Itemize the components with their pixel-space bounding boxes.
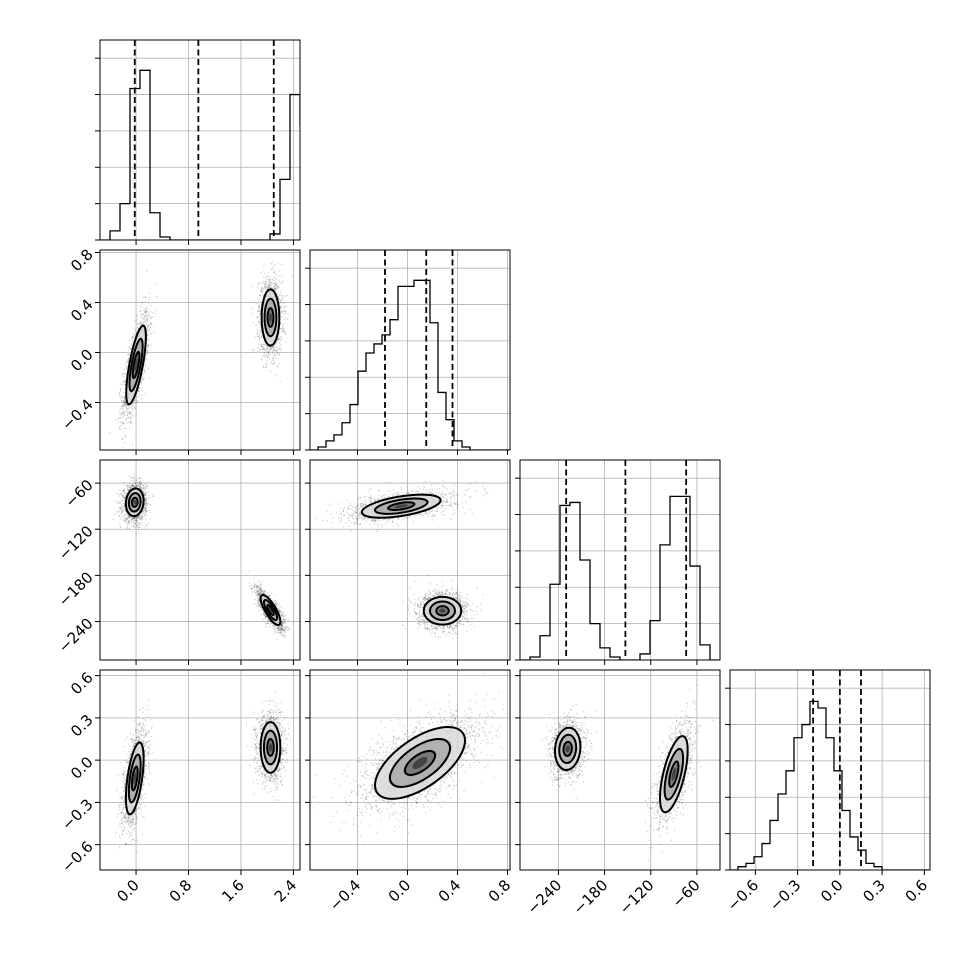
ytick-label-2-1: −180: [55, 568, 97, 610]
xtick-label-1-3: 0.8: [485, 876, 515, 906]
ytick-label-3-1: −0.3: [58, 795, 96, 833]
xtick-label-0-0: 0.0: [113, 876, 143, 906]
hist-panel-3: [725, 669, 931, 871]
contour-1-2-0-2: [360, 493, 442, 519]
contour-2-3-0-0: [562, 740, 573, 757]
xtick-label-0-2: 1.6: [218, 876, 248, 906]
pair-panel-1-3: [309, 669, 511, 871]
histogram-3: [730, 700, 930, 870]
pair-frame-0-2: [99, 459, 301, 661]
pair-frame-1-2: [309, 459, 511, 661]
ytick-label-1-3: 0.8: [67, 245, 97, 275]
hist-panel-2: [515, 459, 721, 661]
hist-frame-3: [729, 669, 931, 871]
pair-panel-0-3: [99, 669, 301, 871]
pair-frame-1-3: [309, 669, 511, 871]
contour-0-2-1-0: [266, 604, 275, 617]
contour-2-3-1-2: [659, 735, 689, 814]
ytick-label-3-4: 0.6: [67, 669, 97, 699]
xtick-label-1-2: 0.4: [435, 876, 465, 906]
xtick-label-3-4: 0.6: [902, 876, 932, 906]
contour-0-3-1-1: [262, 729, 279, 766]
contour-0-3-0-2: [124, 741, 145, 816]
xtick-label-1-0: −0.4: [326, 876, 364, 914]
density-fill-2-3-1-3: [671, 767, 677, 781]
contour-0-1-0-0: [131, 350, 141, 380]
contour-0-2-0-1: [127, 492, 142, 513]
pair-panel-2-3: [519, 669, 721, 871]
contour-2-3-0-1: [558, 733, 578, 764]
contour-0-3-1-2: [259, 721, 282, 774]
contour-1-2-1-2: [422, 595, 463, 626]
pair-panel-1-2: [309, 459, 511, 661]
contour-2-3-0-2: [553, 726, 582, 771]
contour-0-2-1-1: [262, 598, 279, 621]
xtick-label-2-0: −240: [523, 876, 565, 918]
contour-1-2-1-0: [435, 605, 450, 617]
histogram-0: [100, 69, 300, 240]
histogram-2: [520, 495, 720, 660]
contour-0-3-0-1: [127, 753, 142, 804]
contour-1-2-0-0: [387, 501, 416, 511]
pair-panel-0-2: [99, 459, 301, 661]
contour-1-3-0-2: [374, 726, 467, 800]
density-fill-0-3-1-3: [268, 743, 273, 752]
xtick-label-2-1: −180: [570, 876, 612, 918]
density-fill-0-1-0-3: [134, 358, 138, 372]
contour-0-3-0-0: [130, 765, 139, 792]
density-fill-0-3-0-3: [133, 772, 137, 785]
xtick-label-0-3: 2.4: [271, 876, 301, 906]
ytick-label-2-0: −240: [55, 614, 97, 656]
ytick-label-3-2: 0.0: [67, 753, 97, 783]
contour-0-1-1-1: [263, 297, 278, 338]
hist-frame-1: [309, 249, 511, 451]
density-fill-0-2-1-3: [268, 607, 273, 613]
xtick-label-3-0: −0.6: [724, 876, 762, 914]
density-fill-1-3-0-3: [412, 756, 428, 769]
contour-1-3-0-0: [404, 749, 437, 776]
xtick-label-3-2: 0.0: [817, 876, 847, 906]
contour-0-3-1-0: [266, 738, 275, 757]
contour-0-2-0-2: [124, 487, 145, 518]
hist-frame-2: [519, 459, 721, 661]
contour-0-2-0-0: [130, 496, 139, 508]
pair-panel-0-1: [99, 249, 301, 451]
contour-2-3-1-0: [668, 760, 680, 788]
xtick-label-1-1: 0.0: [385, 876, 415, 906]
xtick-label-3-3: 0.3: [859, 876, 889, 906]
density-fill-2-3-0-3: [565, 745, 570, 753]
xtick-label-3-1: −0.3: [766, 876, 804, 914]
density-fill-0-2-0-3: [133, 499, 137, 505]
pair-frame-0-1: [99, 249, 301, 451]
hist-panel-0: [95, 39, 301, 241]
contour-0-1-1-0: [266, 307, 275, 328]
ytick-label-2-3: −60: [62, 476, 97, 511]
hist-frame-0: [99, 39, 301, 241]
ytick-label-1-1: 0.0: [67, 345, 97, 375]
contour-0-1-1-2: [260, 288, 281, 347]
contour-1-2-0-1: [373, 497, 429, 515]
histogram-1: [310, 279, 510, 450]
contour-1-3-0-1: [389, 738, 452, 788]
pair-frame-2-3: [519, 669, 721, 871]
ytick-label-3-3: 0.3: [67, 711, 97, 741]
xtick-label-0-1: 0.8: [166, 876, 196, 906]
contour-0-2-1-2: [259, 593, 282, 626]
ytick-label-1-0: −0.4: [58, 395, 96, 433]
contour-2-3-1-1: [663, 747, 685, 801]
ytick-label-3-0: −0.6: [58, 838, 96, 876]
density-fill-1-2-0-3: [394, 504, 408, 509]
ytick-label-2-2: −120: [55, 522, 97, 564]
density-fill-1-2-1-3: [439, 608, 446, 614]
contour-0-1-0-1: [128, 337, 144, 393]
ytick-label-1-2: 0.4: [67, 295, 97, 325]
pair-frame-0-3: [99, 669, 301, 871]
contour-1-2-1-1: [429, 600, 456, 621]
density-fill-0-1-1-3: [269, 312, 272, 323]
contour-0-1-0-2: [125, 324, 147, 406]
xtick-label-2-3: −60: [669, 876, 704, 911]
xtick-label-2-2: −120: [616, 876, 658, 918]
hist-panel-1: [305, 249, 511, 451]
